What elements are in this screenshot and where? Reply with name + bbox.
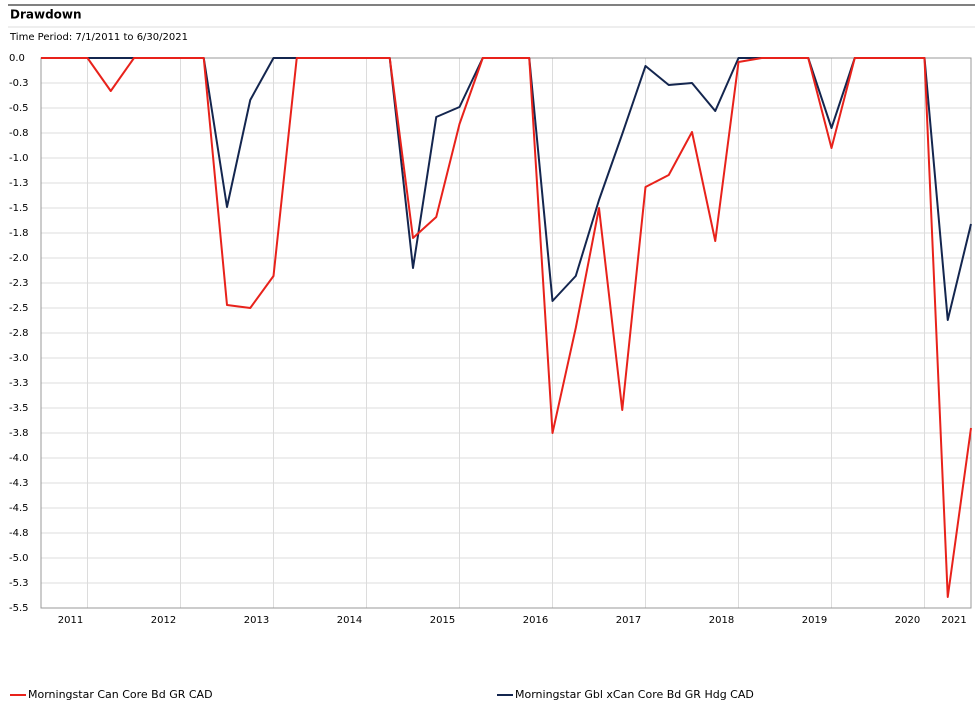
y-tick-label: -4.0 — [9, 453, 29, 464]
x-tick-label: 2021 — [941, 615, 966, 626]
y-tick-label: -2.0 — [9, 253, 29, 264]
x-tick-label: 2015 — [430, 615, 455, 626]
y-tick-label: -0.8 — [9, 128, 29, 139]
x-tick-label: 2016 — [523, 615, 548, 626]
y-tick-label: -2.5 — [9, 303, 29, 314]
x-tick-label: 2012 — [151, 615, 176, 626]
y-tick-label: -1.5 — [9, 203, 29, 214]
y-tick-label: -1.8 — [9, 228, 29, 239]
x-tick-label: 2019 — [802, 615, 827, 626]
y-tick-label: -2.3 — [9, 278, 29, 289]
y-tick-label: -3.0 — [9, 353, 29, 364]
y-tick-label: -5.0 — [9, 553, 29, 564]
x-tick-label: 2014 — [337, 615, 362, 626]
x-tick-label: 2018 — [709, 615, 734, 626]
chart-subtitle: Time Period: 7/1/2011 to 6/30/2021 — [9, 32, 188, 43]
y-tick-label: -0.3 — [9, 78, 29, 89]
chart-title: Drawdown — [10, 8, 82, 22]
y-tick-label: -4.3 — [9, 478, 29, 489]
y-tick-label: -1.0 — [9, 153, 29, 164]
y-tick-label: -4.8 — [9, 528, 29, 539]
legend-label: Morningstar Can Core Bd GR CAD — [28, 688, 213, 701]
y-tick-label: -5.5 — [9, 603, 29, 614]
y-tick-label: -2.8 — [9, 328, 29, 339]
legend-label: Morningstar Gbl xCan Core Bd GR Hdg CAD — [515, 688, 754, 701]
y-tick-label: -3.3 — [9, 378, 29, 389]
x-tick-label: 2013 — [244, 615, 269, 626]
x-tick-label: 2017 — [616, 615, 641, 626]
series-line — [41, 57, 972, 598]
y-tick-label: -0.5 — [9, 103, 29, 114]
y-tick-label: -1.3 — [9, 178, 29, 189]
y-tick-label: -3.8 — [9, 428, 29, 439]
y-tick-label: -4.5 — [9, 503, 29, 514]
x-tick-label: 2011 — [58, 615, 83, 626]
y-tick-label: 0.0 — [9, 53, 25, 64]
y-tick-label: -3.5 — [9, 403, 29, 414]
x-tick-label: 2020 — [895, 615, 920, 626]
y-tick-label: -5.3 — [9, 578, 29, 589]
